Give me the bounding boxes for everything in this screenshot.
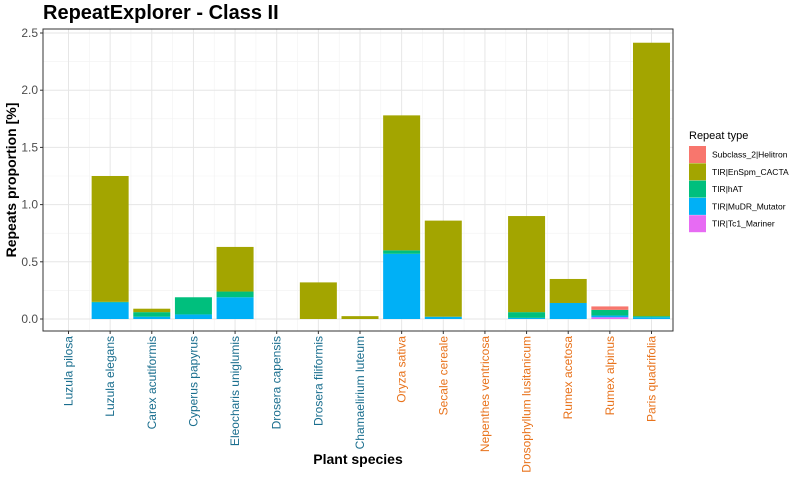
bar-segment <box>633 316 670 318</box>
y-tick-label: 1.0 <box>21 198 38 212</box>
y-tick-label: 2.0 <box>21 83 38 97</box>
x-axis: Luzula pilosa Luzula elegans Carex acutifo… <box>62 331 659 473</box>
bar-segment <box>341 316 379 319</box>
x-tick-label: Drosophyllum lusitanicum <box>520 336 534 473</box>
legend-key <box>689 215 706 233</box>
x-tick-label: Rumex acetosa <box>561 336 575 420</box>
bar-segment <box>508 312 546 318</box>
bar-segment <box>508 317 546 319</box>
bar-segment <box>91 176 129 302</box>
y-tick-label: 1.5 <box>21 140 38 154</box>
legend-label: TIR|EnSpm_CACTA <box>712 167 789 177</box>
bar-segment <box>633 317 670 319</box>
bar-segment <box>133 312 171 317</box>
bar-segment <box>633 42 670 317</box>
x-tick-label: Secale cereale <box>436 336 450 416</box>
bar-segment <box>591 315 629 318</box>
bar-segment <box>424 220 462 317</box>
bar-segment <box>91 301 129 303</box>
legend-key <box>689 197 706 215</box>
bar-segment <box>591 306 629 310</box>
bar-segment <box>383 115 421 251</box>
x-tick-label: Oryza sativa <box>395 336 409 403</box>
bar-segment <box>216 297 254 319</box>
x-tick-label: Drosera filiformis <box>311 336 325 426</box>
bar-segment <box>383 253 421 319</box>
x-axis-title: Plant species <box>313 451 403 467</box>
legend-title: Repeat type <box>689 130 748 142</box>
bar-segment <box>549 302 587 319</box>
bar-segment <box>591 317 629 319</box>
panel-border <box>42 28 674 332</box>
bar-segment <box>216 291 254 298</box>
x-tick-label: Cyperus papyrus <box>186 336 200 427</box>
bar-segment <box>133 316 171 319</box>
y-tick-label: 0.0 <box>21 312 38 326</box>
legend-key <box>689 146 706 163</box>
legend-label: TIR|hAT <box>712 184 743 194</box>
bar-segment <box>508 216 546 313</box>
bars <box>91 42 670 319</box>
bar-segment <box>549 278 587 303</box>
x-tick-label: Nepenthes ventricosa <box>478 336 492 452</box>
y-tick-label: 2.5 <box>21 26 38 40</box>
legend-key <box>689 163 706 181</box>
legend-key <box>689 180 706 198</box>
x-tick-label: Luzula elegans <box>103 336 117 417</box>
x-tick-label: Paris quadrifolia <box>645 336 659 422</box>
bar-segment <box>174 314 212 319</box>
x-tick-label: Rumex alpinus <box>603 336 617 415</box>
x-tick-label: Eleocharis uniglumis <box>228 336 242 446</box>
bar-segment <box>299 282 337 319</box>
y-axis: 0.0 0.5 1.0 1.5 2.0 2.5 <box>21 26 43 326</box>
x-tick-label: Carex acutiformis <box>145 336 159 429</box>
legend-label: Subclass_2|Helitron <box>712 150 788 160</box>
bar-segment <box>383 250 421 254</box>
y-tick-label: 0.5 <box>21 255 38 269</box>
bar-segment <box>216 246 254 292</box>
chart-title: RepeatExplorer - Class II <box>43 2 279 24</box>
legend-label: TIR|MuDR_Mutator <box>712 201 786 211</box>
legend-label: TIR|Tc1_Mariner <box>712 219 775 229</box>
bar-segment <box>91 302 129 319</box>
bar-segment <box>133 308 171 313</box>
legend: Repeat type Subclass_2|Helitron TIR|EnSpm… <box>689 130 789 233</box>
bar-segment <box>424 316 462 319</box>
x-tick-label: Luzula pilosa <box>62 336 76 406</box>
bar-segment <box>591 309 629 316</box>
y-axis-title: Repeats proportion [%] <box>3 103 19 258</box>
bar-segment <box>174 297 212 315</box>
x-tick-label: Chamaelirium luteum <box>353 336 367 449</box>
x-tick-label: Drosera capensis <box>270 336 284 429</box>
